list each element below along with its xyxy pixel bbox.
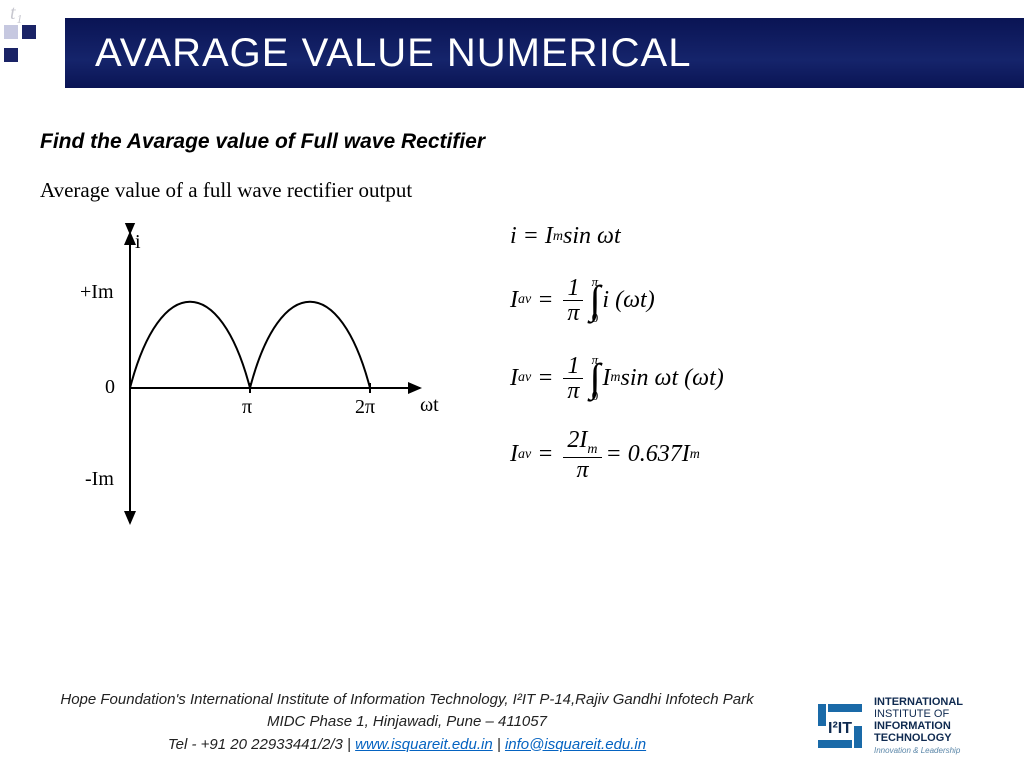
logo-badge: I²IT (814, 700, 866, 752)
equation-3: Iav = 1π π∫0 Im sin ωt (ωt) (510, 350, 994, 406)
svg-text:0: 0 (105, 376, 115, 398)
equation-2: Iav = 1π π∫0 i (ωt) (510, 272, 994, 328)
svg-text:+Im: +Im (80, 281, 114, 303)
body-row: i +Im 0 -Im π 2π ωt i = Im sin ωt Iav = … (40, 223, 994, 533)
svg-text:i: i (135, 231, 141, 253)
svg-text:ωt: ωt (420, 394, 439, 416)
footer: Hope Foundation's International Institut… (0, 689, 1024, 757)
institute-logo: I²IT INTERNATIONAL INSTITUTE OF INFORMAT… (814, 696, 1024, 756)
corner-blocks (4, 22, 40, 68)
footer-line-1: Hope Foundation's International Institut… (60, 691, 753, 708)
problem-statement: Find the Avarage value of Full wave Rect… (40, 130, 994, 154)
footer-line-2: MIDC Phase 1, Hinjawadi, Pune – 411057 (267, 713, 547, 730)
equation-1: i = Im sin ωt (510, 223, 994, 250)
footer-link-email[interactable]: info@isquareit.edu.in (505, 736, 646, 753)
svg-text:I²IT: I²IT (828, 720, 852, 737)
page-title: AVARAGE VALUE NUMERICAL (95, 31, 691, 76)
rectifier-diagram: i +Im 0 -Im π 2π ωt (40, 223, 470, 533)
svg-text:π: π (242, 396, 252, 418)
footer-line-3: Tel - +91 20 22933441/2/3 | (168, 736, 355, 753)
equations: i = Im sin ωt Iav = 1π π∫0 i (ωt) Iav = … (470, 223, 994, 533)
corner-decoration: t₁ (0, 0, 60, 30)
diagram-caption: Average value of a full wave rectifier o… (40, 178, 994, 203)
logo-text: INTERNATIONAL INSTITUTE OF INFORMATION T… (874, 696, 963, 756)
svg-text:-Im: -Im (85, 468, 114, 490)
corner-label: t₁ (10, 2, 23, 24)
title-bar: AVARAGE VALUE NUMERICAL (65, 18, 1024, 88)
content-area: Find the Avarage value of Full wave Rect… (40, 130, 994, 668)
svg-text:2π: 2π (355, 396, 375, 418)
equation-4: Iav = 2Im π = 0.637Im (510, 428, 994, 482)
footer-link-website[interactable]: www.isquareit.edu.in (355, 736, 493, 753)
footer-text: Hope Foundation's International Institut… (0, 689, 814, 757)
